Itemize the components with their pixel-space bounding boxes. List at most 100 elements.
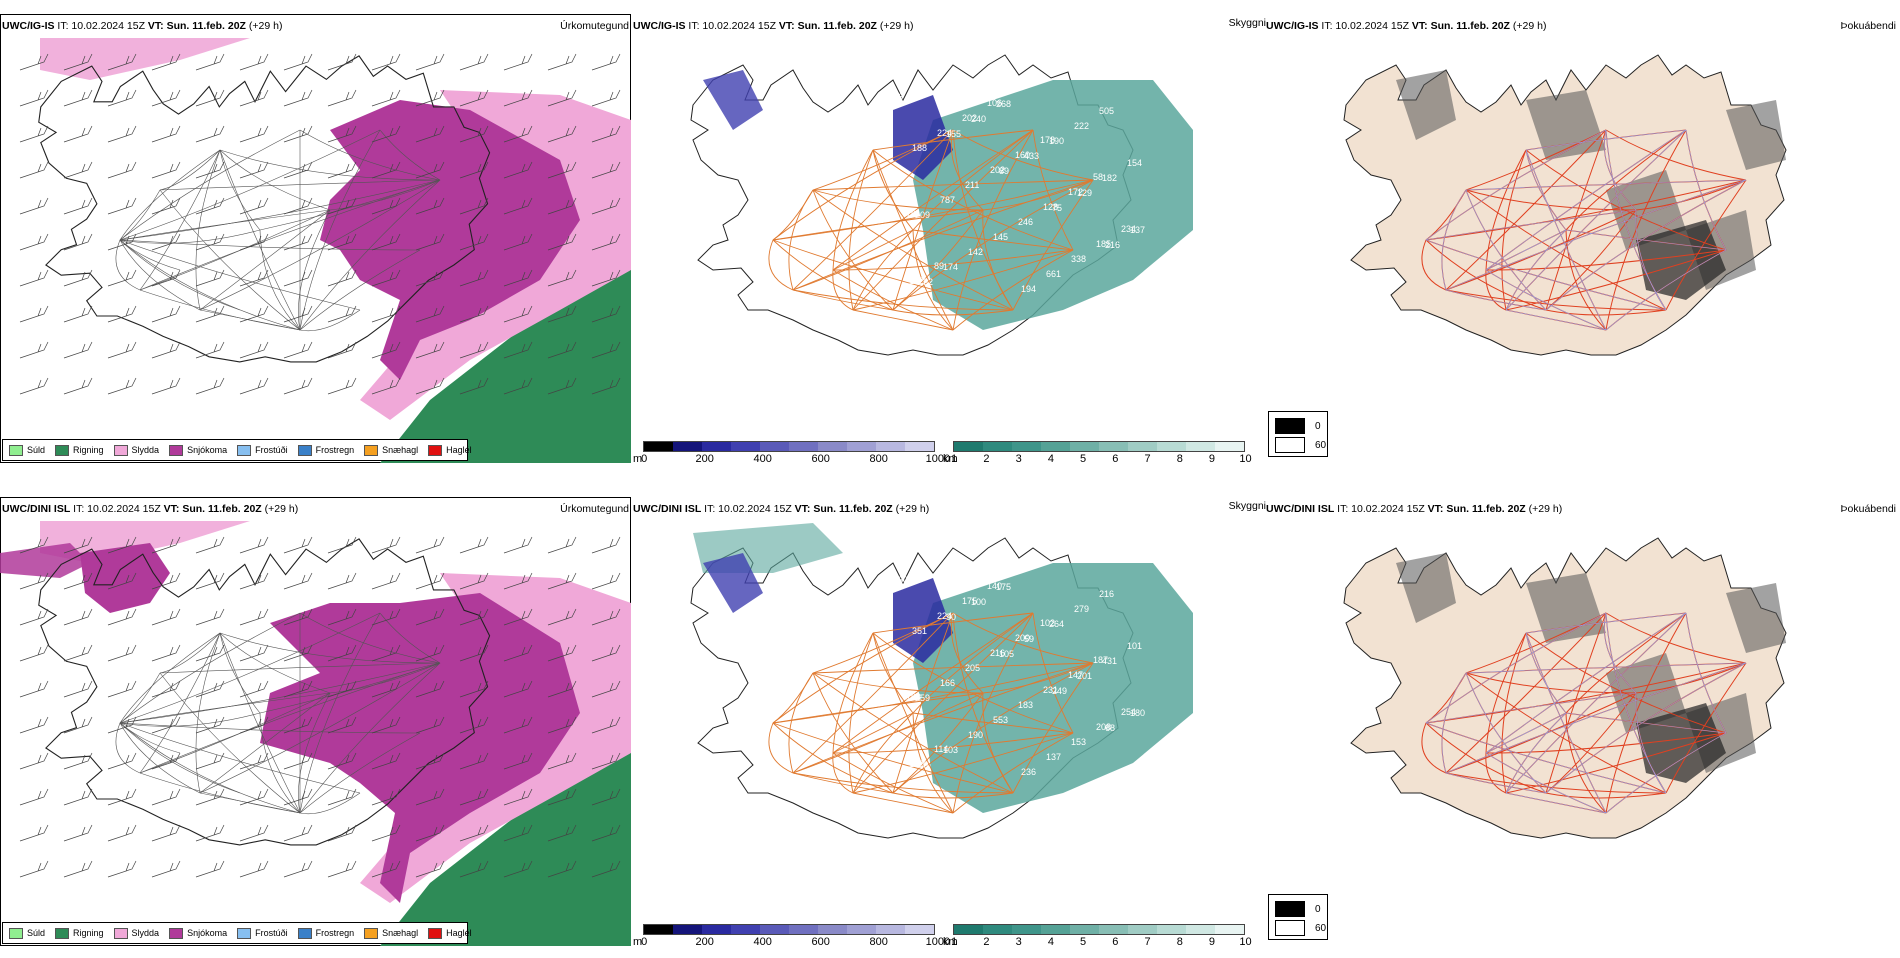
lead-time: (+29 h): [248, 20, 283, 32]
visibility-value: 106: [987, 98, 1002, 108]
colorbar-swatches: [953, 924, 1245, 935]
legend-label: Súld: [27, 445, 46, 455]
visibility-value: 59: [1024, 634, 1034, 644]
colorbar-step: [731, 442, 760, 451]
legend-label: Snæhagl: [382, 928, 419, 938]
precip-type-map: [19, 38, 631, 463]
lead-time: (+29 h): [879, 20, 914, 32]
visibility-value: 187: [1093, 655, 1108, 665]
visibility-value: 154: [1127, 158, 1142, 168]
visibility-value: 216: [1105, 240, 1120, 250]
colorbar-step: [731, 925, 760, 934]
fog-core: [1636, 220, 1726, 300]
colorbar-step: [1128, 442, 1157, 451]
colorbar-ticks: 1 2 3 4 5 6 7 8 9 10: [951, 936, 1251, 948]
snow-area: [260, 593, 580, 903]
colorbar-swatches: [953, 441, 1245, 452]
road-network: [115, 129, 441, 332]
legend-swatch: [428, 927, 443, 939]
fog-legend-low-label: 60: [1315, 439, 1327, 451]
road-network: [1425, 612, 1747, 814]
road-network: [768, 129, 1094, 331]
visibility-value: 211: [965, 180, 979, 190]
precip-type-map: [0, 521, 631, 946]
visibility-value: 68: [1105, 723, 1115, 733]
legend-swatch: [297, 927, 312, 939]
legend-swatch: [9, 444, 23, 456]
colorbar-step: [702, 925, 731, 934]
colorbar-tick: 1000: [925, 936, 951, 948]
visibility-map: 66 155 89 75 216 232 240 433 129 137 174 268 190 182 2…: [690, 54, 1193, 356]
visibility-value: 232: [918, 277, 933, 287]
colorbar-ticks: 0 200 400 600 800 1000: [641, 453, 950, 465]
legend-swatch: [9, 927, 23, 939]
legend-label: Haglél: [446, 928, 472, 938]
visibility-value: 279: [1074, 604, 1089, 614]
legend-item: Frostúði: [237, 927, 288, 939]
fog-shading: [1606, 170, 1686, 250]
visibility-label: Skyggni: [1228, 17, 1266, 29]
visibility-value: 100: [971, 597, 986, 607]
colorbar-unit: km: [943, 453, 958, 465]
issue-time: IT: 10.02.2024 15Z: [704, 503, 792, 515]
panel-title: UWC/DINI ISL IT: 10.02.2024 15Z VT: Sun.…: [2, 503, 298, 515]
lead-time: (+29 h): [1512, 20, 1547, 32]
panel-title: UWC/DINI ISL IT: 10.02.2024 15Z VT: Sun.…: [633, 503, 929, 515]
visibility-value: 142: [968, 247, 983, 257]
colorbar-tick: 4: [1047, 453, 1054, 465]
legend-item: Rigning: [55, 444, 104, 456]
fog-shading: [1526, 573, 1606, 643]
colorbar-step: [702, 442, 731, 451]
visibility-value: 264: [1049, 619, 1064, 629]
colorbar-swatches: [643, 924, 935, 935]
colorbar-swatches: [643, 441, 935, 452]
panel-title: UWC/IG-IS IT: 10.02.2024 15Z VT: Sun. 11…: [633, 20, 913, 32]
colorbar-tick: 2: [983, 936, 990, 948]
colorbar-step: [1070, 442, 1099, 451]
visibility-value: 75: [1052, 203, 1062, 213]
visibility-value: 178: [1040, 135, 1055, 145]
colorbar-step: [876, 925, 905, 934]
valid-time: VT: Sun. 11.feb. 20Z: [794, 503, 893, 515]
colorbar-tick: 0: [641, 453, 648, 465]
fog-legend-low-swatch: [1275, 920, 1305, 936]
colorbar-ticks: 1 2 3 4 5 6 7 8 9 10: [951, 453, 1251, 465]
colorbar-step: [847, 442, 876, 451]
colorbar-tick: 9: [1208, 453, 1216, 465]
colorbar-tick: 800: [869, 453, 888, 465]
fog-legend-high-swatch: [1275, 418, 1305, 434]
legend-swatch: [113, 444, 128, 456]
model-name: UWC/DINI ISL: [633, 503, 702, 515]
colorbar-km: km 1 2 3 4 5 6 7 8 9 10: [943, 441, 1263, 465]
visibility-value: 224: [937, 611, 952, 621]
visibility-value: 162: [909, 759, 924, 769]
legend-swatch: [113, 927, 128, 939]
legend-item: Haglél: [428, 444, 472, 456]
visibility-value: 201: [1077, 671, 1092, 681]
legend-swatch: [169, 927, 184, 939]
visibility-value: 209: [915, 210, 930, 220]
visibility-value: 185: [1096, 239, 1111, 249]
wind-barbs: [19, 536, 621, 878]
legend-label: Frostregn: [315, 445, 355, 455]
fog-shading: [1726, 583, 1786, 653]
legend-label: Snæhagl: [382, 445, 419, 455]
forecast-row-top: UWC/IG-IS IT: 10.02.2024 15Z VT: Sun. 11…: [0, 0, 1900, 475]
visibility-value: 553: [993, 715, 1008, 725]
colorbar-tick: 400: [753, 453, 772, 465]
colorbar-ticks: 0 200 400 600 800 1000: [641, 936, 950, 948]
model-name: UWC/IG-IS: [2, 20, 55, 32]
visibility-value: 90: [946, 612, 956, 622]
lead-time: (+29 h): [1528, 503, 1563, 515]
colorbar-step: [789, 925, 818, 934]
visibility-value: 103: [943, 745, 958, 755]
legend-item: Slydda: [113, 927, 159, 939]
colorbar-step: [760, 442, 789, 451]
visibility-value: 208: [1096, 722, 1111, 732]
fog-index-panel: UWC/DINI ISL IT: 10.02.2024 15Z VT: Sun.…: [1266, 483, 1900, 948]
visibility-value: 160: [1015, 150, 1030, 160]
visibility-value: 200: [1015, 633, 1030, 643]
visibility-value: 238: [1124, 291, 1139, 301]
colorbar-tick: 2: [983, 453, 990, 465]
legend-item: Súld: [9, 927, 45, 939]
